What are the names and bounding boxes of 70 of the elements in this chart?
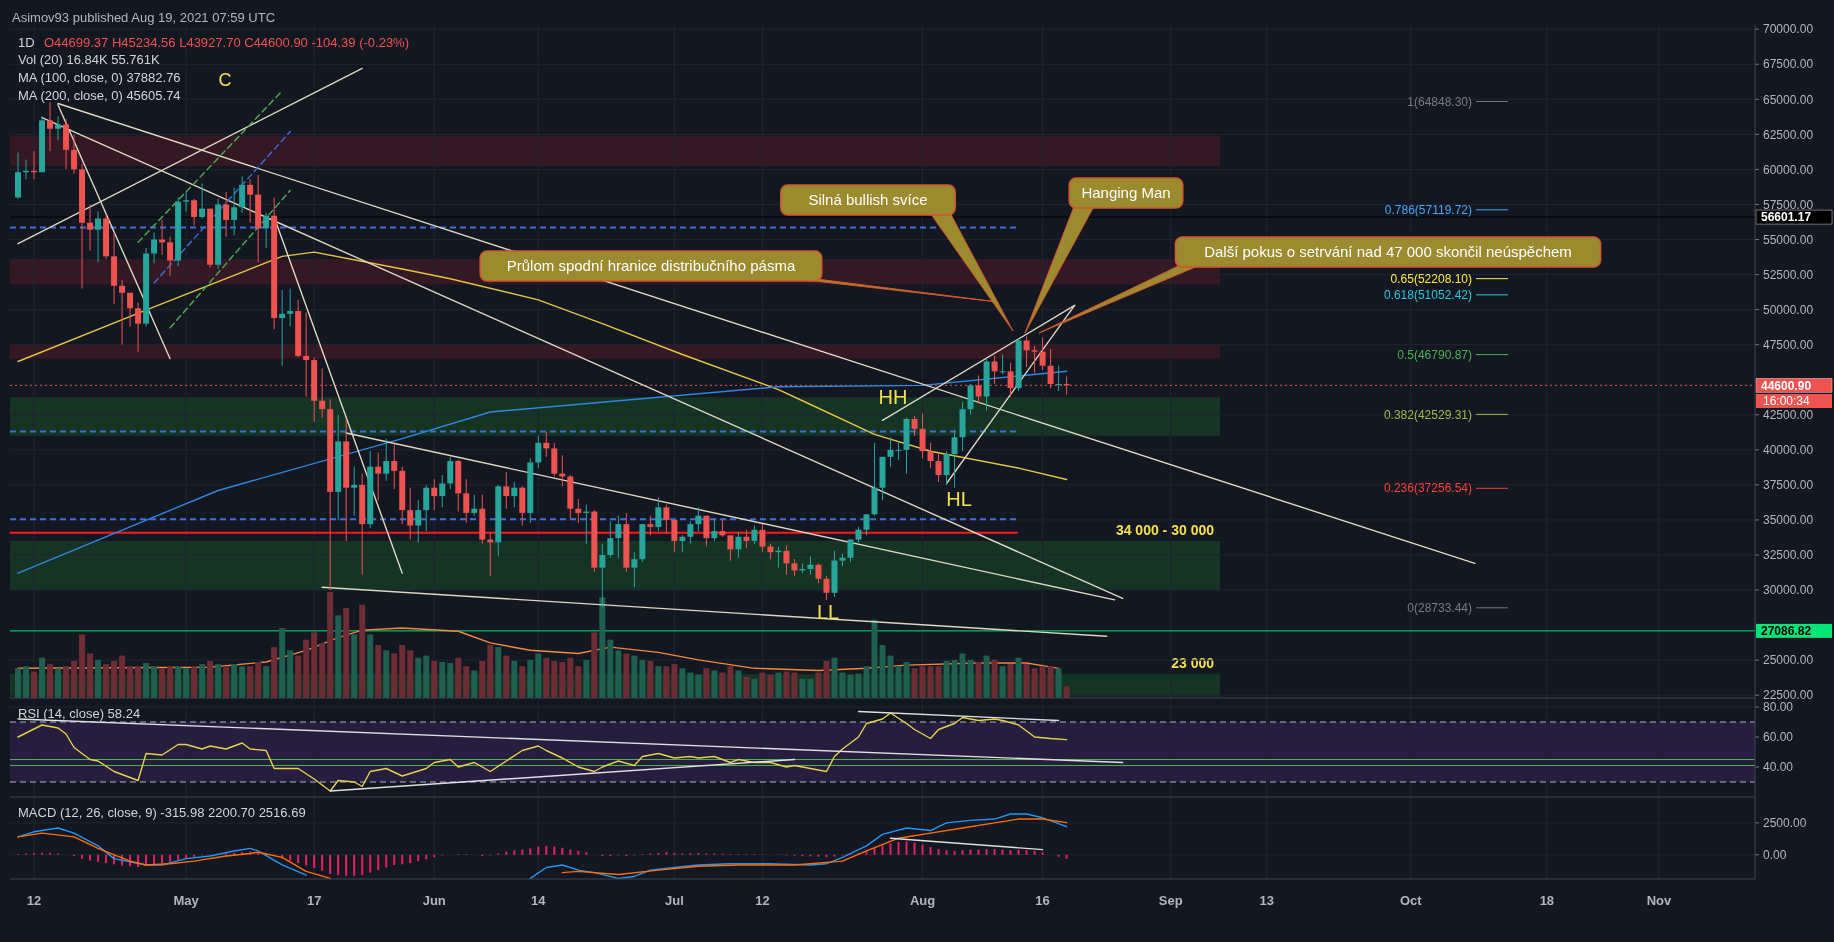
x-tick-label: Nov	[1646, 893, 1672, 908]
x-tick-label: Aug	[909, 893, 936, 908]
x-tick-label: 12	[26, 893, 42, 908]
x-tick-label: Oct	[1399, 893, 1423, 908]
x-tick-label: 13	[1259, 893, 1274, 908]
y-tick-label: 52500.00	[1763, 267, 1814, 282]
annotation: MA (200, close, 0) 45605.74	[18, 87, 181, 103]
y-tick-label: 47500.00	[1763, 337, 1814, 352]
annotation: MA (100, close, 0) 37882.76	[18, 69, 181, 85]
ref-line-label: 0.65(52208.10)	[1390, 271, 1472, 286]
y-tick-label: 40.00	[1763, 760, 1794, 775]
annotation: HH	[878, 386, 908, 408]
x-tick-label: 17	[306, 893, 322, 908]
text: RSI (14, close) 58.24	[18, 705, 141, 721]
ref-line-label: 27086.82	[1761, 624, 1812, 639]
annotation: Silná bullish svíce	[808, 191, 928, 209]
price-tag: 56601.17	[1755, 209, 1833, 225]
y-tick-label: 0.00	[1763, 847, 1787, 862]
y-tick-label: 42500.00	[1763, 407, 1814, 422]
annotation: HL	[946, 488, 972, 510]
annotation: C	[218, 70, 232, 91]
y-tick-label: 35000.00	[1763, 513, 1814, 528]
y-tick-label: 60.00	[1763, 730, 1794, 745]
ref-line-label: 56601.17	[1761, 210, 1812, 225]
band-label: 34 000 - 30 000	[1115, 521, 1215, 538]
x-tick-label: 18	[1539, 893, 1555, 908]
ref-line-label: 0.5(46790.87)	[1397, 347, 1472, 362]
annotation: LL	[816, 601, 840, 623]
y-tick-label: 30000.00	[1763, 583, 1814, 598]
annotation: Hanging Man	[1081, 184, 1171, 202]
annotation: Průlom spodní hranice distribučního pásma	[506, 257, 796, 275]
annotation: Další pokus o setrvání nad 47 000 skončil neúspěchem	[1204, 243, 1572, 261]
ref-line-label: 0.382(42529.31)	[1383, 407, 1472, 422]
ref-line-label: 0.236(37256.54)	[1383, 481, 1472, 496]
band-label: 23 000	[1171, 655, 1215, 672]
y-tick-label: 40000.00	[1763, 443, 1814, 458]
ref-line-label: 0(28733.44)	[1407, 601, 1472, 615]
x-tick-label: 14	[531, 893, 547, 908]
y-tick-label: 57500.00	[1763, 197, 1814, 212]
x-tick-label: Sep	[1158, 893, 1183, 908]
y-tick-label: 25000.00	[1763, 653, 1814, 668]
callout: Průlom spodní hranice distribučního pásma	[479, 250, 999, 303]
price-tag: 16:00:34	[1756, 394, 1832, 409]
annotation: 1D	[18, 34, 35, 50]
ref-line-label: 0.618(51052.42)	[1383, 288, 1472, 303]
x-tick-label: 16	[1035, 893, 1050, 908]
text: MACD (12, 26, close, 9) -315.98 2200.70 2516.69	[18, 804, 306, 820]
y-tick-label: 22500.00	[1763, 688, 1814, 703]
y-tick-label: 37500.00	[1763, 478, 1814, 493]
y-tick-label: 67500.00	[1763, 57, 1814, 72]
y-tick-label: 80.00	[1763, 700, 1794, 715]
y-tick-label: 55000.00	[1763, 232, 1814, 247]
y-tick-label: 70000.00	[1763, 22, 1814, 37]
y-tick-label: 60000.00	[1763, 162, 1814, 177]
x-tick-label: 12	[755, 893, 770, 908]
ref-line-label: 44600.90	[1761, 378, 1812, 393]
chart-title: Vol (20) 16.84K 55.761K	[18, 51, 160, 67]
text: Asimov93 published Aug 19, 2021 07:59 UTC	[12, 9, 276, 25]
y-tick-label: 2500.00	[1763, 816, 1807, 831]
price-tag: 44600.90	[1755, 378, 1833, 393]
y-tick-label: 50000.00	[1763, 302, 1814, 317]
annotation: O44699.37 H45234.56 L43927.70 C44600.90 -104.39 (-0.23%)	[44, 34, 410, 50]
x-tick-label: Jun	[422, 893, 446, 908]
y-tick-label: 32500.00	[1763, 548, 1814, 563]
y-tick-label: 62500.00	[1763, 127, 1814, 142]
y-tick-label: 65000.00	[1763, 92, 1814, 107]
x-tick-label: May	[173, 893, 200, 908]
ref-line-label: 1(64848.30)	[1407, 94, 1472, 109]
ref-line-label: 0.786(57119.72)	[1384, 203, 1472, 217]
x-tick-label: Jul	[664, 893, 684, 908]
